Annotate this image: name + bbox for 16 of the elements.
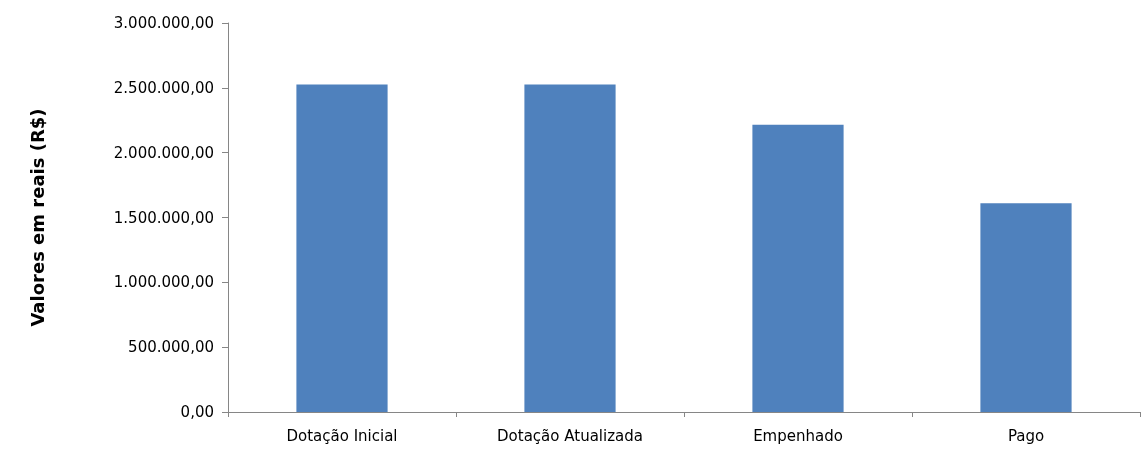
y-axis-title: Valores em reais (R$) <box>26 108 48 327</box>
y-tick-label: 0,00 <box>180 403 214 421</box>
bar <box>980 203 1072 412</box>
x-tick-label: Empenhado <box>753 426 843 445</box>
y-tick-label: 2.500.000,00 <box>113 78 214 97</box>
y-tick-label: 1.500.000,00 <box>113 208 214 227</box>
y-tick-label: 500.000,00 <box>128 338 214 357</box>
x-tick-label: Pago <box>1007 426 1045 445</box>
bar <box>524 84 616 412</box>
bar <box>296 84 388 412</box>
x-tick-label: Dotação Inicial <box>286 426 398 445</box>
bar <box>752 124 844 412</box>
y-tick-label: 2.000.000,00 <box>113 143 214 162</box>
y-tick-label: 3.000.000,00 <box>113 14 214 32</box>
y-tick-label: 1.000.000,00 <box>113 273 214 292</box>
x-tick-label: Dotação Atualizada <box>497 426 643 445</box>
